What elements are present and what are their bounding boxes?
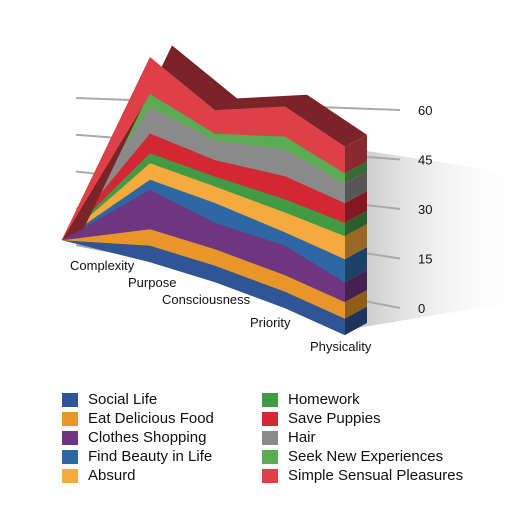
legend-label: Save Puppies [288, 410, 381, 427]
legend-swatch [262, 411, 278, 426]
x-axis-tick-labels: Complexity Purpose Consciousness Priority Ph… [70, 258, 372, 354]
legend-item: Simple Sensual Pleasures [262, 466, 463, 485]
x-tick-label: Complexity [70, 258, 135, 273]
legend-item: Absurd [62, 466, 214, 485]
area-series-side [345, 247, 367, 283]
x-tick-label: Physicality [310, 339, 372, 354]
legend-label: Find Beauty in Life [88, 448, 213, 465]
y-tick-label: 30 [418, 202, 432, 217]
legend-label: Absurd [88, 467, 136, 484]
area-series-side [345, 171, 367, 203]
legend-item: Social Life [62, 390, 214, 409]
legend-column-right: Homework Save Puppies Hair Seek New Expe… [262, 390, 463, 485]
legend-label: Social Life [88, 391, 158, 408]
legend-item: Eat Delicious Food [62, 409, 214, 428]
y-tick-label: 60 [418, 103, 432, 118]
y-tick-label: 45 [418, 153, 432, 168]
x-tick-label: Priority [250, 315, 291, 330]
area-series-side [345, 290, 367, 319]
legend-column-left: Social Life Eat Delicious Food Clothes S… [62, 390, 214, 485]
y-axis-tick-labels: 0 15 30 45 60 [418, 103, 432, 316]
area-series-side [345, 161, 367, 184]
x-tick-label: Consciousness [162, 292, 251, 307]
area-series-side [345, 270, 367, 302]
legend-swatch [262, 430, 278, 445]
chart-shadow [345, 150, 526, 330]
legend-swatch [262, 392, 278, 407]
y-tick-label: 0 [418, 301, 425, 316]
legend-swatch [62, 411, 78, 426]
legend-swatch [62, 392, 78, 407]
legend-swatch [62, 430, 78, 445]
legend-label: Seek New Experiences [288, 448, 444, 465]
area-series-side [345, 306, 367, 335]
legend-label: Simple Sensual Pleasures [288, 467, 464, 484]
legend-item: Homework [262, 390, 463, 409]
legend-item: Clothes Shopping [62, 428, 214, 447]
legend-swatch [62, 449, 78, 464]
legend-item: Hair [262, 428, 463, 447]
legend-label: Homework [288, 391, 360, 408]
area-series-side [345, 210, 367, 236]
legend-label: Hair [288, 429, 316, 446]
area-series-side [345, 191, 367, 223]
area-series-side [345, 224, 367, 260]
legend-item: Save Puppies [262, 409, 463, 428]
stacked-3d-area-chart: 0 15 30 45 60 Complexity Purpose Consciousness… [61, 45, 526, 354]
legend-label: Eat Delicious Food [88, 410, 214, 427]
legend-swatch [262, 468, 278, 483]
area-series-side [345, 134, 367, 174]
x-tick-label: Purpose [128, 275, 176, 290]
legend-swatch [262, 449, 278, 464]
legend-swatch [62, 468, 78, 483]
legend-item: Find Beauty in Life [62, 447, 214, 466]
y-tick-label: 15 [418, 252, 432, 267]
legend-item: Seek New Experiences [262, 447, 463, 466]
legend-label: Clothes Shopping [88, 429, 207, 446]
area-series [61, 45, 367, 336]
